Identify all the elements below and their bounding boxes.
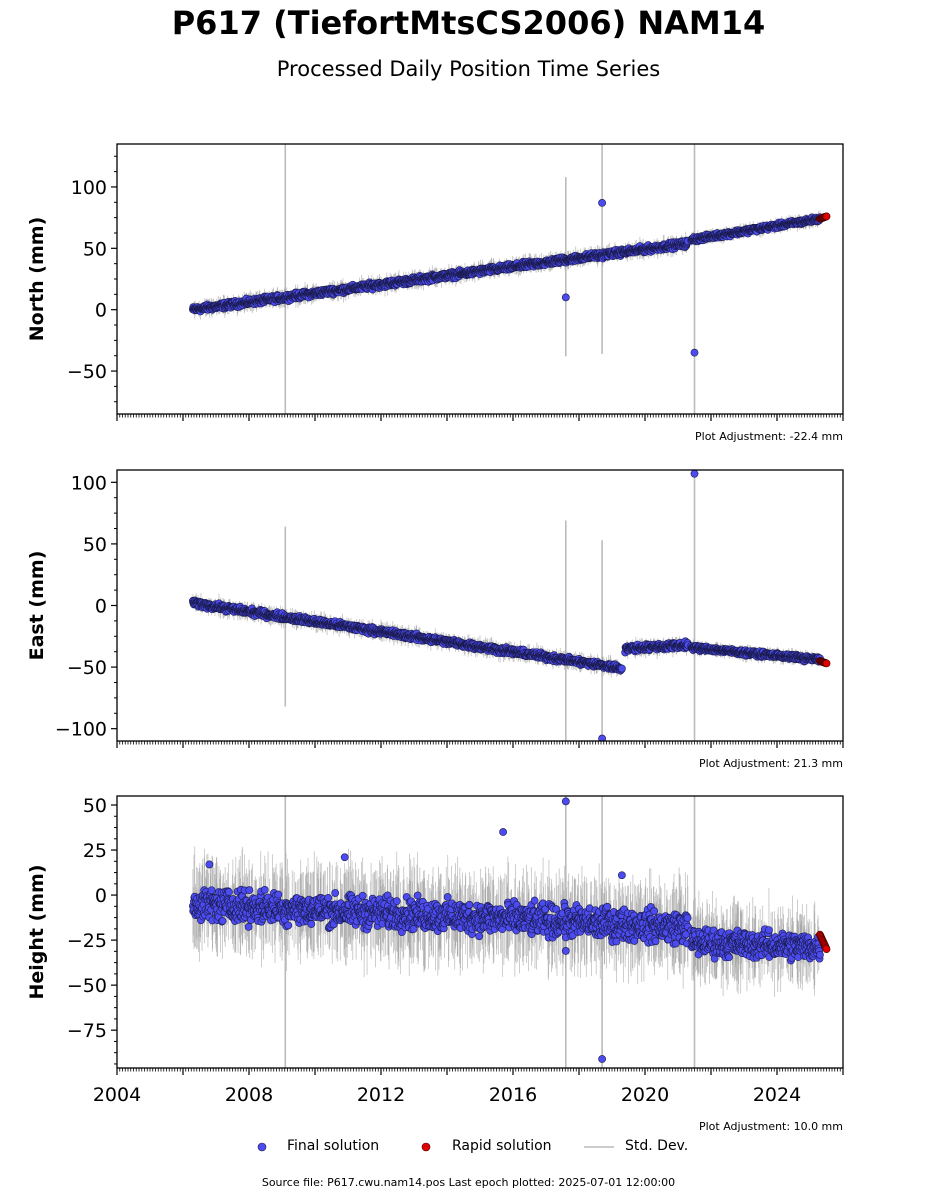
rapid-point	[822, 212, 831, 221]
final-point	[618, 664, 626, 673]
y-tick-label: 0	[95, 300, 107, 322]
chart-title: P617 (TiefortMtsCS2006) NAM14	[171, 4, 766, 42]
y-tick-label: −50	[67, 361, 107, 383]
plot-area	[188, 144, 831, 414]
outlier-point	[598, 199, 606, 207]
plot-adjustment-label: Plot Adjustment: -22.4 mm	[695, 430, 843, 443]
chart-subtitle: Processed Daily Position Time Series	[276, 57, 661, 81]
y-axis-label: North (mm)	[26, 217, 48, 342]
axes-frame	[116, 143, 844, 415]
y-tick-label: 100	[71, 177, 107, 199]
panel-1: −50 0 50 100 North (mm) Plot Adjustment: -22.…	[26, 143, 844, 443]
outlier-point	[690, 348, 699, 357]
outlier-point	[561, 293, 570, 302]
y-tick-label: 50	[83, 238, 107, 260]
plot-area	[188, 470, 831, 741]
